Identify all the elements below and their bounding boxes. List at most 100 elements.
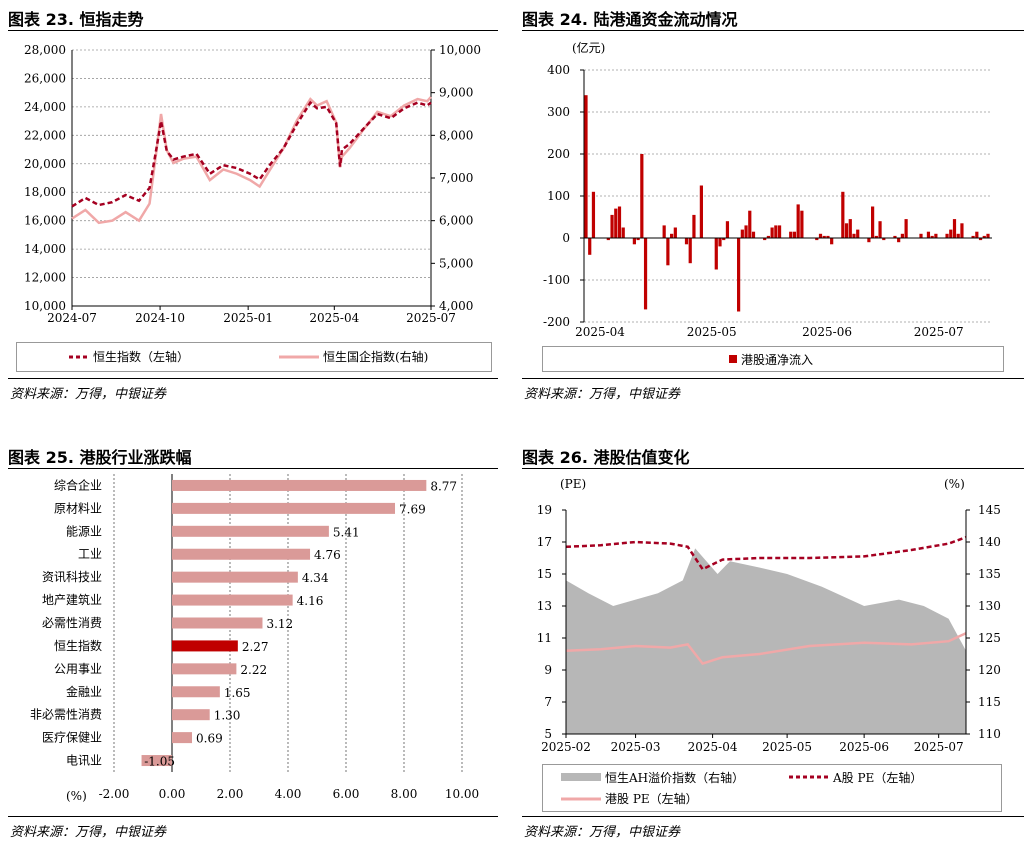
flow-bar xyxy=(800,210,804,238)
flow-bar xyxy=(841,191,845,238)
flow-bar xyxy=(621,227,625,238)
industry-bar xyxy=(172,732,193,744)
flow-bar xyxy=(878,221,882,238)
flow-bar xyxy=(763,238,767,241)
flow-bar xyxy=(830,238,834,245)
value-label: -1.05 xyxy=(144,755,175,769)
category-label: 综合企业 xyxy=(54,477,102,492)
category-label: 公用事业 xyxy=(54,662,102,676)
chart-panel-24: 图表 24. 陆港通资金流动情况 (亿元) -200 -100 0 100 200 300 4… xyxy=(522,0,1024,410)
source-note: 资料来源：万得，中银证券 xyxy=(524,387,681,402)
x-tick-label: 0.00 xyxy=(159,787,186,801)
legend-swatch xyxy=(729,355,737,363)
y-right-tick-label: 110 xyxy=(978,727,1001,741)
value-label: 5.41 xyxy=(333,525,360,539)
flow-bar xyxy=(684,238,689,245)
industry-bar xyxy=(141,755,172,767)
chart-panel-25: 图表 25. 港股行业涨跌幅 -2.00 0.00 2.00 4.00 6.00 8.00… xyxy=(8,438,498,844)
y-right-tick-label: 9,000 xyxy=(439,86,473,100)
y-tick-label: 300 xyxy=(547,105,570,119)
value-label: 0.69 xyxy=(196,732,223,746)
flow-bar xyxy=(919,233,923,238)
flow-bar xyxy=(874,235,878,238)
flow-bar xyxy=(748,210,752,238)
series-line-hk-pe xyxy=(565,632,967,666)
y-right-tick-label: 135 xyxy=(978,567,1001,581)
category-label: 资讯科技业 xyxy=(42,570,102,584)
x-tick-label: 10.00 xyxy=(445,787,479,801)
legend-swatch-dashed xyxy=(789,775,829,779)
x-tick-label: 2025-04 xyxy=(309,311,359,325)
series-area-ah-premium xyxy=(566,548,966,734)
title-rule xyxy=(8,30,498,31)
flow-bar xyxy=(897,238,901,243)
y-left-tick-label: 19 xyxy=(537,503,552,517)
flow-bar xyxy=(614,208,618,238)
legend-label: A股 PE（左轴） xyxy=(833,771,923,785)
flow-bar xyxy=(934,233,938,238)
y-right-tick-label: 5,000 xyxy=(439,256,473,270)
y-left-tick-label: 9 xyxy=(544,663,552,677)
flow-bar xyxy=(632,238,636,245)
chart-24-plot: (亿元) -200 -100 0 100 200 300 400 2025-04 2025-05 2… xyxy=(543,40,992,339)
flow-bar xyxy=(777,225,782,238)
industry-bar xyxy=(172,525,329,537)
source-rule xyxy=(8,816,498,817)
flow-bar xyxy=(978,238,983,241)
flow-bar xyxy=(725,221,730,238)
legend-label: 港股 PE（左轴） xyxy=(605,792,698,806)
flow-bar xyxy=(904,219,908,238)
y-left-tick-label: 13 xyxy=(537,599,552,613)
legend: 港股通净流入 xyxy=(542,346,1004,372)
category-label: 电讯业 xyxy=(66,754,102,768)
flow-bar xyxy=(606,238,610,241)
category-label: 原材料业 xyxy=(54,501,102,515)
flow-bar xyxy=(956,233,960,238)
industry-bar xyxy=(172,479,427,491)
x-tick-label: 2025-01 xyxy=(223,311,273,325)
y-right-tick-label: 6,000 xyxy=(439,214,473,228)
flow-bar xyxy=(867,238,871,243)
flow-bar xyxy=(844,223,849,238)
flow-bar xyxy=(718,238,722,247)
flow-bar xyxy=(822,235,826,238)
flow-bar xyxy=(856,229,860,238)
x-tick-label: 2025-03 xyxy=(611,740,661,754)
value-label: 1.65 xyxy=(224,686,251,700)
chart-panel-26: 图表 26. 港股估值变化 (PE) (%) 5 7 9 11 13 15 17 19 110 115… xyxy=(522,438,1024,844)
chart-23-plot: 10,000 12,000 14,000 16,000 18,000 20,000 22,0… xyxy=(24,43,481,325)
flow-bar xyxy=(610,214,614,238)
flow-bar xyxy=(789,231,793,238)
x-tick-label: 2025-05 xyxy=(762,740,812,754)
y-right-tick-label: 130 xyxy=(978,599,1001,613)
flow-bar xyxy=(591,191,596,238)
title-rule xyxy=(522,30,1024,31)
industry-bar xyxy=(172,594,293,606)
legend-swatch-solid xyxy=(279,355,319,359)
industry-bar xyxy=(172,640,238,652)
y-right-tick-label: 140 xyxy=(978,535,1001,549)
y-right-tick-label: 10,000 xyxy=(439,43,481,57)
flow-bar xyxy=(774,225,778,238)
flow-bar xyxy=(926,231,931,238)
category-label: 金融业 xyxy=(66,684,102,699)
flow-bar xyxy=(766,235,770,238)
chart-26-plot: (PE) (%) 5 7 9 11 13 15 17 19 110 115 120 125 130 135 14… xyxy=(522,472,1024,762)
y-left-tick-label: 15 xyxy=(537,567,552,581)
x-tick-label: -2.00 xyxy=(99,787,130,801)
industry-bar xyxy=(172,571,298,583)
x-tick-label: 2024-07 xyxy=(47,311,97,325)
flow-bar xyxy=(930,235,934,238)
category-label: 必需性消费 xyxy=(42,616,102,630)
x-tick-label: 2025-05 xyxy=(687,325,737,339)
y-left-tick-label: 14,000 xyxy=(24,242,66,256)
y-left-tick-label: 28,000 xyxy=(24,43,66,57)
y-right-tick-label: 120 xyxy=(978,663,1001,677)
legend-swatch-solid xyxy=(561,797,601,801)
flow-bar xyxy=(751,231,756,238)
flow-bar xyxy=(662,225,666,238)
y-unit-label: (亿元) xyxy=(572,40,605,55)
y-right-tick-label: 7,000 xyxy=(439,171,473,185)
title-rule xyxy=(8,468,498,469)
chart-title: 图表 23. 恒指走势 xyxy=(8,10,144,29)
